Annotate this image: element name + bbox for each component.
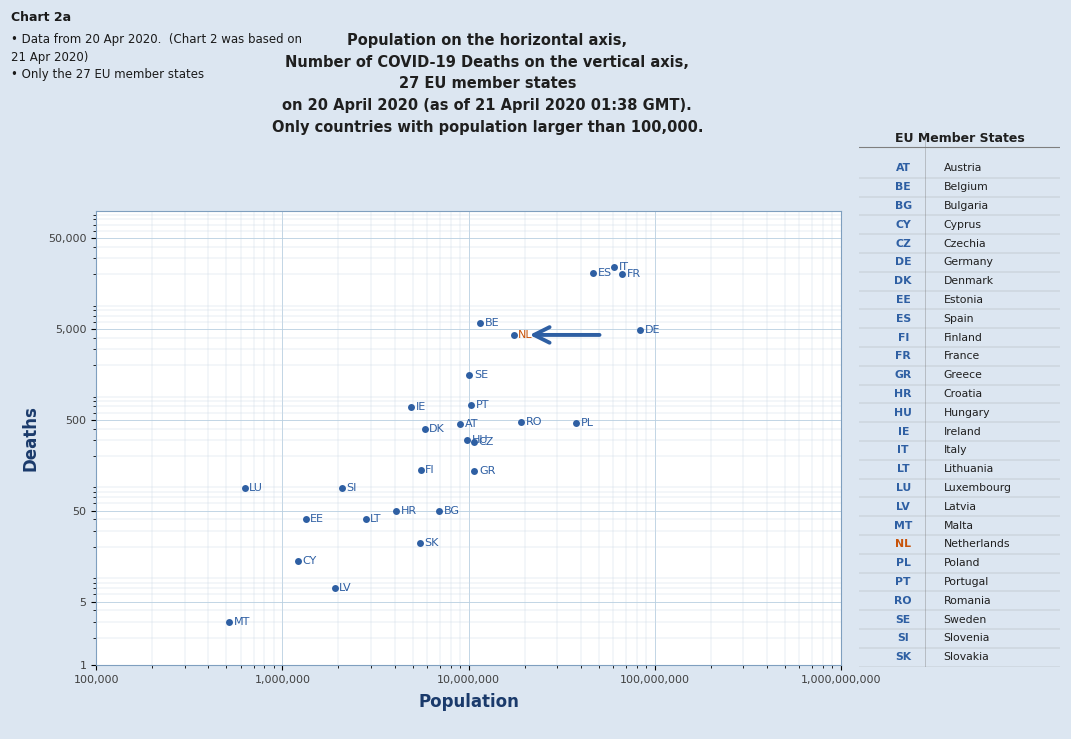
Text: BE: BE [485,318,500,328]
Text: DE: DE [895,257,911,268]
Text: Austria: Austria [944,163,982,174]
Text: RO: RO [894,596,912,606]
X-axis label: Population: Population [418,693,519,711]
Text: Netherlands: Netherlands [944,539,1010,549]
Text: PT: PT [476,400,489,409]
Text: ES: ES [598,268,612,278]
Text: PL: PL [580,418,594,429]
Text: IE: IE [897,426,909,437]
Text: PT: PT [895,577,911,587]
Text: DK: DK [429,424,446,435]
Text: Cyprus: Cyprus [944,219,981,230]
Text: FR: FR [628,269,642,279]
Text: IT: IT [897,446,909,455]
Text: EE: EE [895,295,910,305]
Text: BG: BG [443,506,459,517]
Text: Bulgaria: Bulgaria [944,201,989,211]
Text: MT: MT [894,520,912,531]
Text: Population on the horizontal axis,
Number of COVID-19 Deaths on the vertical axi: Population on the horizontal axis, Numbe… [272,33,703,134]
Text: Estonia: Estonia [944,295,983,305]
Text: France: France [944,351,980,361]
Text: Romania: Romania [944,596,991,606]
Text: FI: FI [897,333,909,343]
Text: Chart 2a: Chart 2a [11,11,71,24]
Text: SK: SK [895,653,911,662]
Text: SE: SE [474,370,488,381]
Text: Finland: Finland [944,333,982,343]
Text: BE: BE [895,183,911,192]
Text: EU Member States: EU Member States [894,132,1025,145]
Text: AT: AT [895,163,910,174]
Text: Croatia: Croatia [944,389,982,399]
Text: Greece: Greece [944,370,982,380]
Text: GR: GR [479,466,495,476]
Text: Malta: Malta [944,520,974,531]
Text: Lithuania: Lithuania [944,464,994,474]
Text: SK: SK [424,538,439,548]
Text: DK: DK [894,276,912,286]
Text: DE: DE [645,325,661,335]
Text: LV: LV [896,502,910,512]
Text: EE: EE [311,514,325,525]
Text: LU: LU [250,483,263,494]
Text: Portugal: Portugal [944,577,989,587]
Text: Latvia: Latvia [944,502,977,512]
Text: SI: SI [346,483,357,494]
Text: IE: IE [416,402,426,412]
Text: Spain: Spain [944,314,974,324]
Text: Sweden: Sweden [944,615,986,624]
Text: HU: HU [471,435,488,445]
Text: Ireland: Ireland [944,426,981,437]
Text: LU: LU [895,483,910,493]
Text: NL: NL [895,539,911,549]
Text: • Data from 20 Apr 2020.  (Chart 2 was based on
21 Apr 2020)
• Only the 27 EU me: • Data from 20 Apr 2020. (Chart 2 was ba… [11,33,302,81]
Text: HR: HR [401,505,417,516]
Text: FI: FI [425,465,435,474]
Text: FR: FR [895,351,911,361]
Text: SI: SI [897,633,909,644]
Text: Slovenia: Slovenia [944,633,990,644]
Text: HR: HR [894,389,912,399]
Text: PL: PL [895,558,910,568]
Text: Czechia: Czechia [944,239,986,248]
Text: CZ: CZ [479,437,494,447]
Text: Belgium: Belgium [944,183,989,192]
Text: BG: BG [894,201,911,211]
Text: GR: GR [894,370,911,380]
Text: ES: ES [895,314,910,324]
Text: Italy: Italy [944,446,967,455]
Text: RO: RO [526,418,543,427]
Text: CY: CY [895,219,911,230]
Text: CY: CY [302,556,317,566]
Text: Denmark: Denmark [944,276,994,286]
Text: LV: LV [340,583,352,593]
Text: NL: NL [518,330,533,340]
Text: LT: LT [371,514,381,525]
Text: LT: LT [896,464,909,474]
Text: IT: IT [619,262,629,272]
Text: CZ: CZ [895,239,911,248]
Text: MT: MT [233,617,250,627]
Text: Slovakia: Slovakia [944,653,990,662]
Text: SE: SE [895,615,910,624]
Y-axis label: Deaths: Deaths [21,405,40,471]
Text: AT: AT [465,420,479,429]
Text: Hungary: Hungary [944,408,990,418]
Text: HU: HU [894,408,912,418]
Text: Luxembourg: Luxembourg [944,483,1011,493]
Text: Poland: Poland [944,558,980,568]
Text: Germany: Germany [944,257,994,268]
